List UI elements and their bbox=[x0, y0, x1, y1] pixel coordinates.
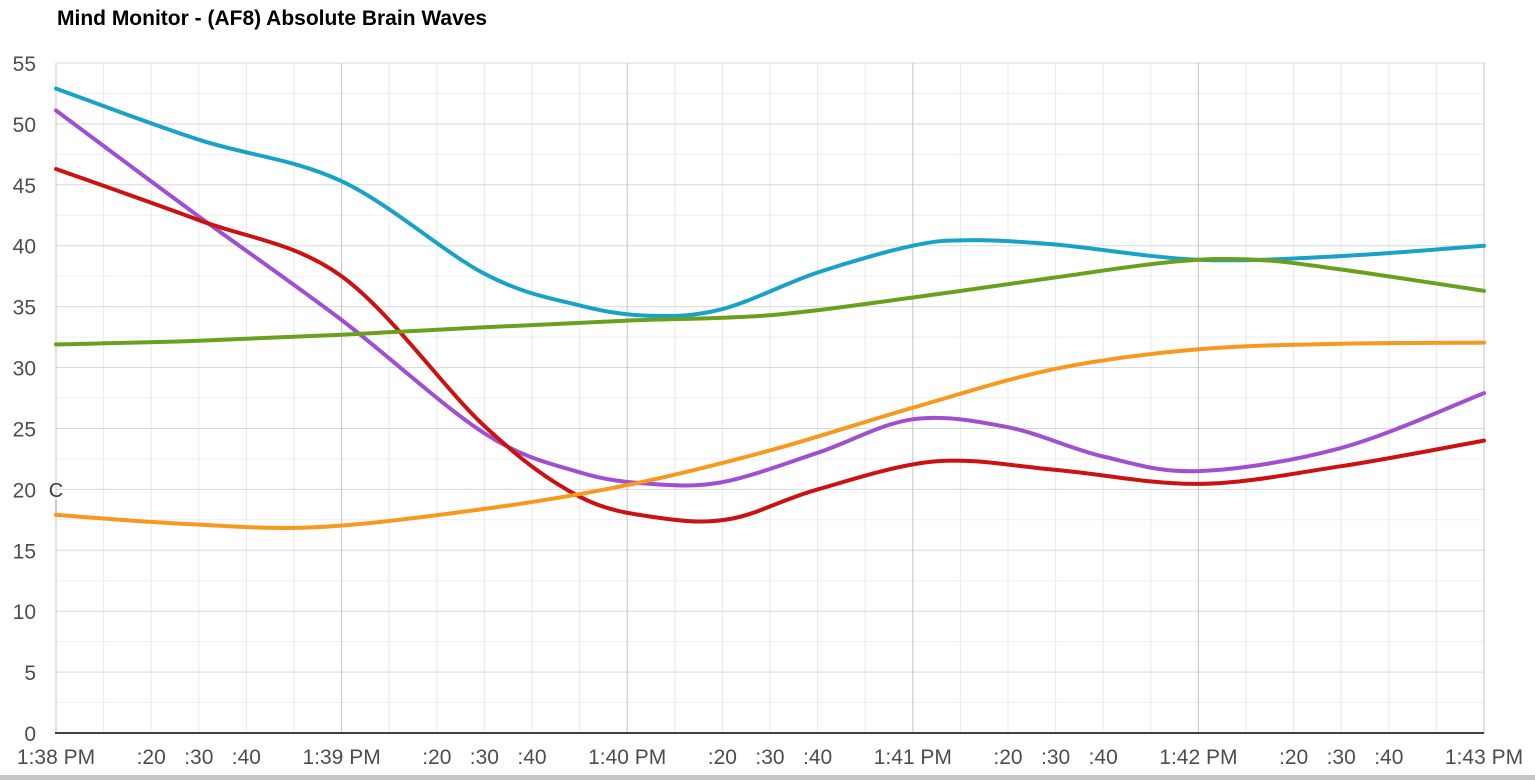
x-tick-label: :30 bbox=[184, 746, 213, 769]
y-tick-label: 15 bbox=[13, 540, 36, 563]
x-tick-label: :20 bbox=[422, 746, 451, 769]
y-tick-label: 30 bbox=[13, 358, 36, 381]
y-tick-label: 25 bbox=[13, 419, 36, 442]
horizontal-scrollbar[interactable] bbox=[0, 775, 1535, 780]
series-orange bbox=[54, 340, 1486, 531]
x-tick-label: :20 bbox=[137, 746, 166, 769]
series-lines bbox=[54, 86, 1486, 531]
y-tick-label: 10 bbox=[13, 601, 36, 624]
y-axis-labels: 0 5 10 15 20 25 30 35 40 45 50 55 bbox=[13, 53, 36, 746]
annotation-marker: C bbox=[49, 480, 63, 513]
x-tick-label: :40 bbox=[232, 746, 261, 769]
x-tick-label: :40 bbox=[1089, 746, 1118, 769]
x-tick-label: :30 bbox=[755, 746, 784, 769]
x-tick-label: :30 bbox=[1327, 746, 1356, 769]
x-axis-labels: 1:38 PM :20 :30 :40 1:39 PM :20 :30 :40 1:40 PM:… bbox=[17, 746, 1523, 769]
y-tick-label: 55 bbox=[13, 53, 36, 76]
x-tick-label: :40 bbox=[1374, 746, 1403, 769]
y-tick-label: 40 bbox=[13, 236, 36, 259]
y-tick-label: 0 bbox=[24, 723, 36, 746]
annotation-label: C bbox=[49, 480, 63, 502]
gridlines-major-horizontal bbox=[56, 62, 1484, 673]
x-tick-label: 1:38 PM bbox=[17, 746, 95, 769]
x-tick-label: :40 bbox=[803, 746, 832, 769]
x-tick-label: :40 bbox=[517, 746, 546, 769]
x-tick-label: :20 bbox=[1279, 746, 1308, 769]
x-tick-label: :20 bbox=[993, 746, 1022, 769]
x-tick-label: 1:39 PM bbox=[302, 746, 380, 769]
x-tick-label: :30 bbox=[1041, 746, 1070, 769]
series-green bbox=[54, 256, 1486, 347]
gridlines-major-vertical bbox=[55, 63, 1485, 733]
series-red bbox=[54, 167, 1486, 524]
y-tick-label: 5 bbox=[24, 662, 36, 685]
x-tick-label: :30 bbox=[470, 746, 499, 769]
y-tick-label: 20 bbox=[13, 479, 36, 502]
x-tick-label: 1:40 PM bbox=[588, 746, 666, 769]
x-tick-label: 1:43 PM bbox=[1445, 746, 1523, 769]
gridlines-minor-vertical bbox=[103, 63, 1437, 733]
series-purple bbox=[54, 108, 1486, 488]
y-tick-label: 45 bbox=[13, 175, 36, 198]
chart-title: Mind Monitor - (AF8) Absolute Brain Wave… bbox=[57, 7, 488, 30]
x-tick-label: :20 bbox=[708, 746, 737, 769]
x-tick-label: 1:41 PM bbox=[874, 746, 952, 769]
y-tick-label: 50 bbox=[13, 114, 36, 137]
x-tick-label: 1:42 PM bbox=[1159, 746, 1237, 769]
y-tick-label: 35 bbox=[13, 297, 36, 320]
